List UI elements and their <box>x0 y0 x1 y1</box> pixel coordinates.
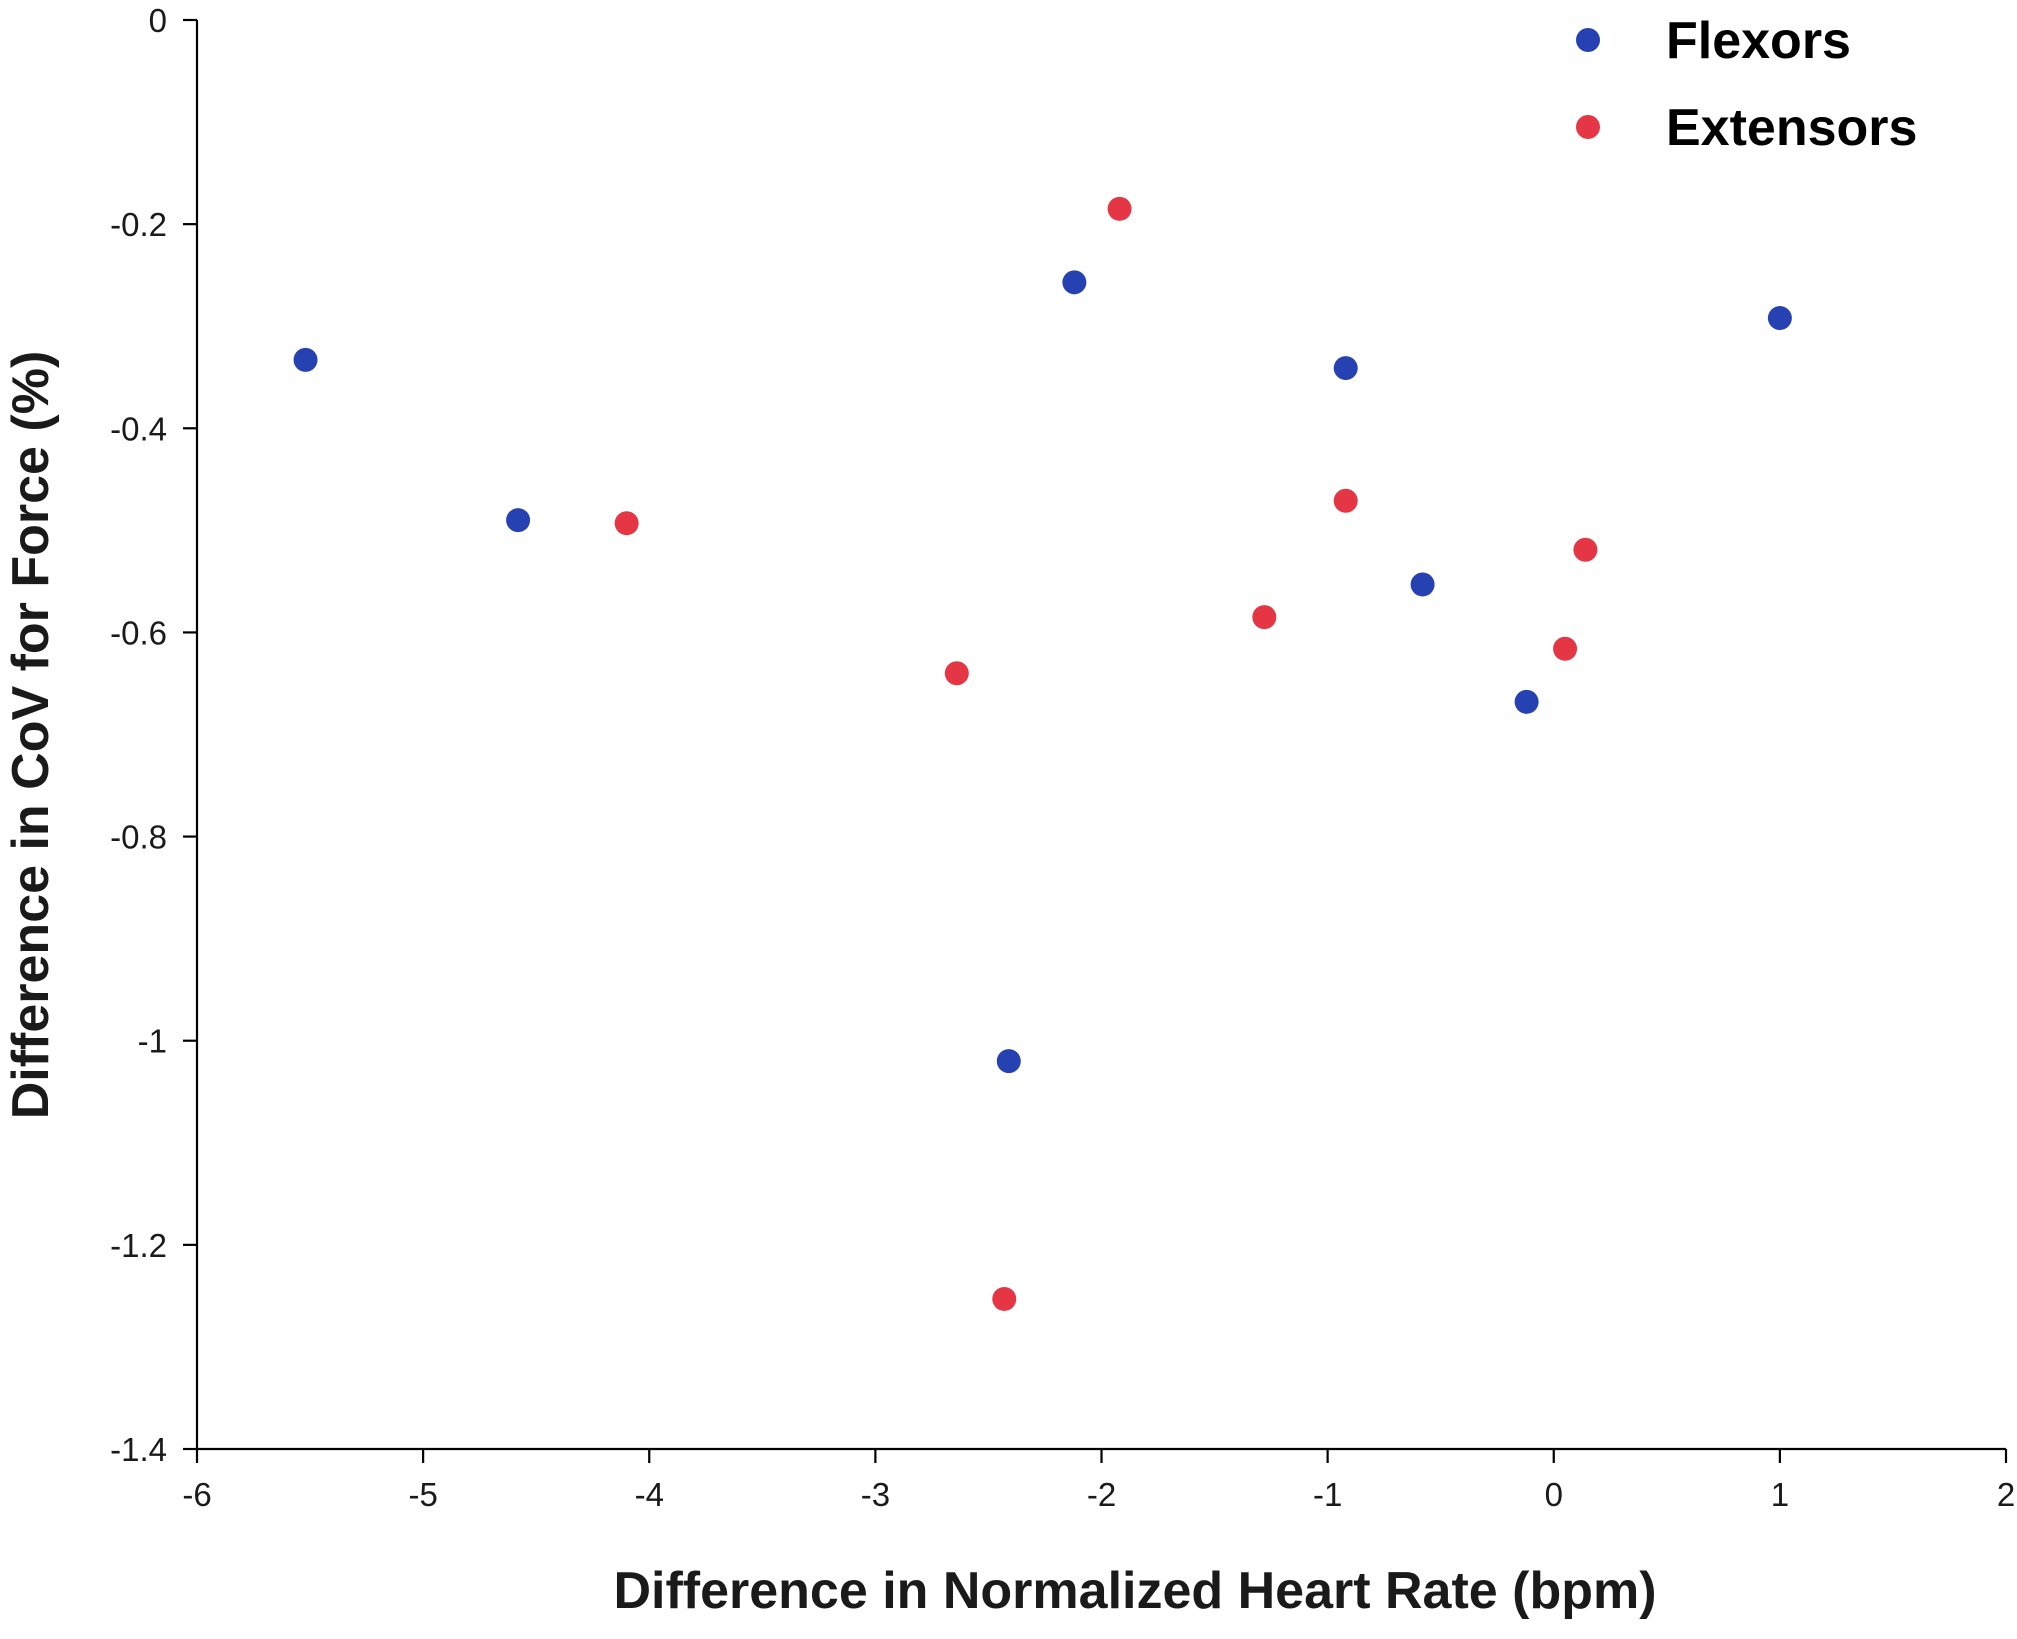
legend: Flexors Extensors <box>1576 12 1917 157</box>
flexors-point <box>1767 306 1792 331</box>
extensors-point <box>1252 605 1277 630</box>
y-axis-ticks: 0 -0.2 -0.4 -0.6 -0.8 -1 -1.2 -1.4 <box>110 2 197 1468</box>
flexors-point <box>1514 689 1539 714</box>
x-tick-label: 2 <box>1997 1476 2015 1513</box>
y-tick-label: -1.4 <box>110 1431 167 1468</box>
x-tick-label: -1 <box>1313 1476 1342 1513</box>
x-tick-label: -4 <box>635 1476 664 1513</box>
extensors-point <box>1553 636 1578 661</box>
x-axis-ticks: -6 -5 -4 -3 -2 -1 0 1 2 <box>182 1449 2015 1513</box>
flexors-point <box>1062 270 1087 295</box>
x-axis-title: Difference in Normalized Heart Rate (bpm… <box>613 1562 1656 1620</box>
y-tick-label: -0.2 <box>110 206 167 243</box>
extensors-point <box>1107 196 1132 221</box>
y-tick-label: -0.8 <box>110 819 167 856</box>
flexors-point <box>1410 572 1435 597</box>
x-tick-label: -3 <box>861 1476 890 1513</box>
y-tick-label: -0.6 <box>110 614 167 651</box>
flexors-point <box>293 347 318 372</box>
x-tick-label: -2 <box>1087 1476 1116 1513</box>
extensors-point <box>614 511 639 536</box>
y-tick-label: -1 <box>138 1023 167 1060</box>
flexors-point <box>1333 356 1358 381</box>
flexors-point <box>996 1049 1021 1074</box>
x-tick-label: 0 <box>1545 1476 1563 1513</box>
extensors-point <box>1333 488 1358 513</box>
extensors-point <box>1573 537 1598 562</box>
y-axis-title: Difference in CoV for Force (%) <box>2 351 60 1120</box>
x-tick-label: 1 <box>1771 1476 1789 1513</box>
y-tick-label: 0 <box>149 2 167 39</box>
axes <box>195 20 2006 1451</box>
x-tick-label: -5 <box>408 1476 437 1513</box>
flexors-point <box>506 508 531 533</box>
extensors-point <box>944 661 969 686</box>
y-tick-label: -0.4 <box>110 410 167 447</box>
data-points <box>293 196 1792 1311</box>
legend-marker-flexors <box>1576 28 1600 52</box>
y-tick-label: -1.2 <box>110 1227 167 1264</box>
legend-marker-extensors <box>1576 115 1600 139</box>
x-tick-label: -6 <box>182 1476 211 1513</box>
extensors-point <box>992 1286 1017 1311</box>
legend-label-flexors: Flexors <box>1666 12 1851 70</box>
legend-label-extensors: Extensors <box>1666 99 1917 157</box>
